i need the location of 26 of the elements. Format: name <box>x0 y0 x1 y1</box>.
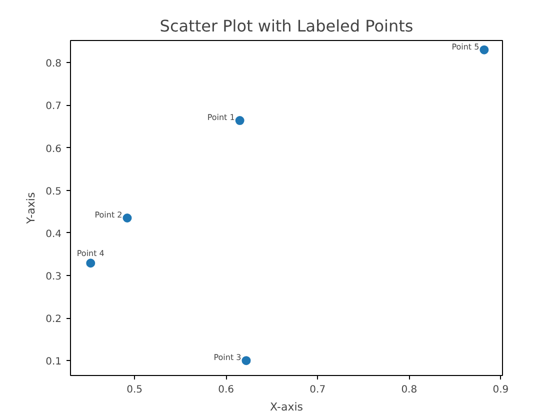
x-tick-label: 0.9 <box>492 384 509 396</box>
annotation: Point 5 <box>452 42 480 52</box>
x-tick-label: 0.5 <box>126 384 143 396</box>
annotation: Point 2 <box>94 210 122 220</box>
point <box>480 45 489 54</box>
x-tick-label: 0.7 <box>310 384 326 396</box>
y-tick-label: 0.8 <box>46 58 62 70</box>
y-tick-label: 0.4 <box>46 228 62 240</box>
point <box>86 258 96 268</box>
point <box>122 214 132 222</box>
point <box>242 356 251 366</box>
chart-title: Scatter Plot with Labeled Points <box>160 16 414 36</box>
y-tick-label: 0.5 <box>46 186 62 198</box>
x-tick-label: 0.6 <box>218 384 234 396</box>
annotation: Point 1 <box>207 113 235 122</box>
y-tick-label: 0.6 <box>46 144 62 155</box>
x-tick-label: 0.8 <box>401 384 418 396</box>
annotation: Point 3 <box>214 353 242 362</box>
x-axis-title: X-axis <box>270 400 304 414</box>
y-axis-title: Y-axis <box>24 192 38 225</box>
point <box>235 116 244 126</box>
y-tick-label: 0.7 <box>46 101 62 112</box>
y-tick-label: 0.1 <box>46 356 62 368</box>
annotation: Point 4 <box>76 249 104 258</box>
y-tick-label: 0.3 <box>46 271 62 282</box>
y-tick-label: 0.2 <box>46 314 62 326</box>
